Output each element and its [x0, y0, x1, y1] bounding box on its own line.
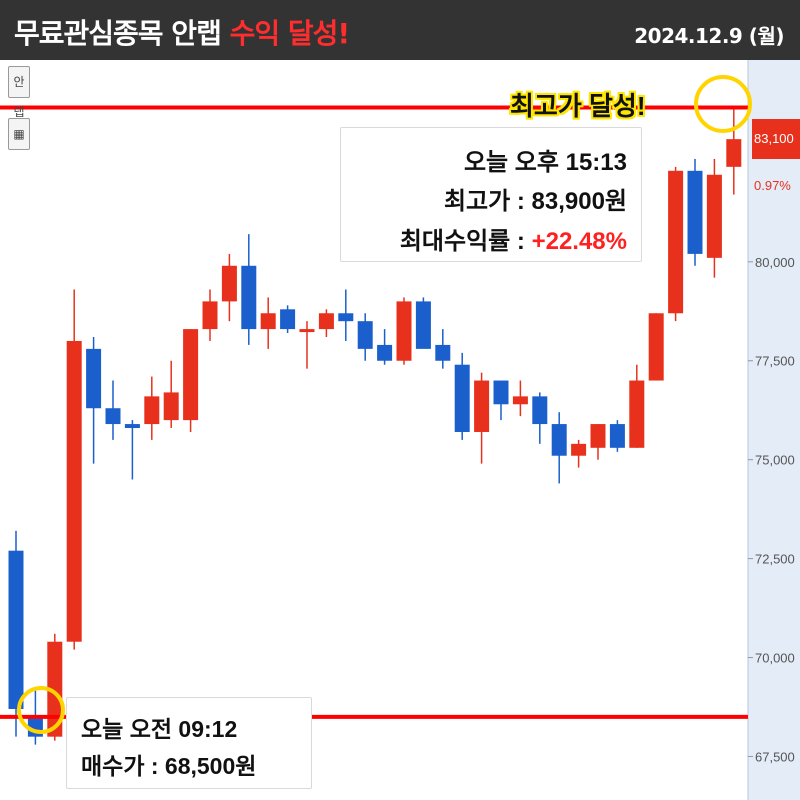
y-tick-label: 77,500 [755, 354, 795, 369]
candle-body [454, 364, 470, 432]
candles-group [8, 107, 742, 745]
current-price-tag [752, 119, 800, 159]
candle-body [726, 139, 742, 167]
title-main: 무료관심종목 안랩 [14, 17, 230, 50]
candle-body [571, 443, 587, 456]
calculator-icon[interactable]: ▦ [8, 118, 30, 150]
candle-body [668, 170, 684, 314]
peak-max-return: 최대수익률 : +22.48% [400, 221, 627, 256]
peak-high-price: 최고가 : 83,900원 [443, 188, 627, 215]
buy-price: 매수가 : 68,500원 [81, 753, 257, 779]
candle-body [415, 301, 431, 349]
candle-body [105, 408, 121, 425]
candle-body [706, 174, 722, 258]
candle-body [629, 380, 645, 448]
candle-body [377, 344, 393, 361]
peak-callout: 오늘 오후 15:13 최고가 : 83,900원 최대수익률 : +22.48… [340, 127, 642, 262]
candle-body [551, 424, 567, 456]
y-tick-label: 70,000 [755, 651, 795, 666]
peak-time: 오늘 오후 15:13 [463, 149, 627, 176]
y-tick-label: 67,500 [755, 749, 795, 764]
candle-body [47, 641, 63, 737]
candle-body [609, 424, 625, 448]
stock-name-tag[interactable]: 안랩 [8, 66, 30, 119]
candle-body [202, 301, 218, 330]
current-price-label: 83,100 [754, 131, 794, 146]
candle-body [66, 340, 82, 642]
peak-achieved-label: 최고가 달성! [510, 91, 646, 121]
candle-body [687, 170, 703, 254]
page-title: 무료관심종목 안랩 수익 달성! [14, 12, 351, 52]
change-label: 0.97% [754, 178, 791, 193]
peak-highlight-circle [694, 75, 752, 133]
y-tick-label: 72,500 [755, 552, 795, 567]
candle-body [512, 396, 528, 405]
candlestick-chart: 67,500 70,000 72,500 75,000 77,500 80,000 83,… [0, 60, 800, 800]
candle-body [124, 424, 140, 429]
max-return-value: +22.48% [531, 228, 627, 255]
candle-body [590, 424, 606, 448]
buy-callout: 오늘 오전 09:12 매수가 : 68,500원 [66, 697, 312, 789]
y-tick-label: 75,000 [755, 453, 795, 468]
title-highlight: 수익 달성! [229, 17, 351, 50]
candle-body [280, 309, 296, 330]
candle-body [241, 265, 257, 330]
candle-body [435, 344, 451, 361]
candle-body [493, 380, 509, 405]
candle-body [86, 348, 102, 409]
y-tick-label: 80,000 [755, 255, 795, 270]
price-axis-panel [748, 60, 800, 800]
candle-body [221, 265, 237, 302]
candle-body [396, 301, 412, 361]
candle-body [299, 329, 315, 333]
candle-body [8, 550, 24, 709]
max-return-label: 최대수익률 : [399, 228, 532, 255]
candle-body [474, 380, 490, 432]
buy-highlight-circle [17, 686, 65, 734]
candle-body [163, 392, 179, 421]
buy-time: 오늘 오전 09:12 [81, 716, 238, 742]
candle-body [648, 313, 664, 381]
candle-body [183, 329, 199, 421]
header-bar: 무료관심종목 안랩 수익 달성! 2024.12.9 (월) [0, 0, 800, 60]
candle-body [260, 313, 276, 330]
candle-body [357, 321, 373, 349]
y-axis: 67,500 70,000 72,500 75,000 77,500 80,000 [748, 255, 795, 764]
date-label: 2024.12.9 (월) [634, 24, 784, 48]
candle-body [338, 313, 354, 322]
candle-body [144, 396, 160, 425]
candle-body [532, 396, 548, 425]
candle-body [318, 313, 334, 330]
